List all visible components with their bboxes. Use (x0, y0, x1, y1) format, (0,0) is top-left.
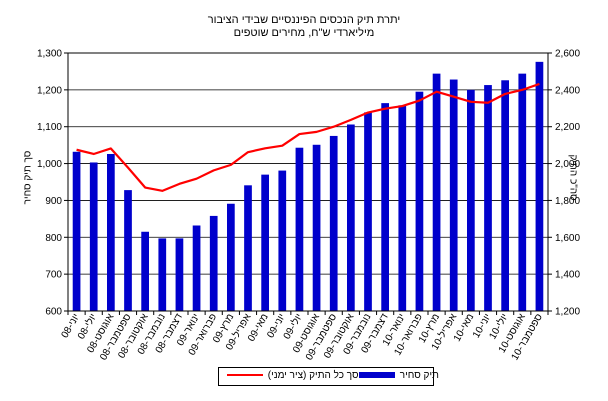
bar (209, 215, 218, 311)
bar (415, 91, 424, 311)
chart-subtitle: מיליארדי ש"ח, מחירים שוטפים (233, 27, 375, 39)
y-right-tick-label: 1,600 (555, 233, 580, 244)
y-right-tick-label: 1,200 (555, 307, 580, 318)
bar (124, 190, 132, 311)
bar (347, 124, 355, 311)
y-right-tick-label: 1,400 (555, 270, 580, 281)
legend-line-swatch (227, 374, 263, 377)
bar (89, 162, 98, 311)
bar (535, 61, 544, 311)
bar (244, 185, 252, 311)
bar (518, 73, 527, 311)
y-left-tick-label: 1,000 (37, 159, 62, 170)
bar (432, 73, 441, 311)
bar (261, 174, 269, 311)
bar (449, 79, 458, 311)
legend-bar-swatch (359, 372, 395, 379)
y-left-tick-label: 600 (45, 307, 62, 318)
bar (72, 151, 81, 311)
y-left-tick-label: 900 (45, 196, 62, 207)
legend-label-tradable: תיק סחיר (399, 370, 439, 381)
y-left-tick-label: 1,100 (37, 122, 62, 133)
bar (295, 147, 304, 311)
total-portfolio-line (76, 82, 540, 192)
bar (501, 80, 509, 311)
bar (227, 203, 235, 311)
bar (158, 238, 167, 311)
bar (141, 231, 149, 311)
bar (467, 89, 475, 311)
y-right-tick-label: 2,600 (555, 49, 580, 60)
bar (192, 225, 201, 311)
legend-item-tradable: תיק סחיר (357, 370, 439, 381)
bar (278, 170, 287, 311)
y-axis-left-title: סך תיק סחיר (22, 150, 34, 205)
chart-title: יתרת תיק הנכסים הפיננסיים שבידי הציבור (207, 14, 401, 26)
bar (329, 135, 338, 311)
y-left-tick-label: 1,300 (37, 49, 62, 60)
bar (484, 85, 492, 312)
y-left-tick-label: 700 (45, 270, 62, 281)
bar (107, 153, 115, 311)
bar (398, 105, 407, 311)
bar (175, 238, 184, 311)
bar (364, 112, 372, 311)
chart-legend: סך כל התיק (ציר ימני) תיק סחיר (218, 367, 439, 386)
y-right-tick-label: 1,800 (555, 196, 580, 207)
y-right-tick-label: 2,400 (555, 85, 580, 96)
y-axis-right-title: סה"כ התיק (567, 154, 579, 201)
y-left-tick-label: 1,200 (37, 85, 62, 96)
y-right-tick-label: 2,200 (555, 122, 580, 133)
y-left-tick-label: 800 (45, 233, 62, 244)
legend-item-total: סך כל התיק (ציר ימני) (225, 370, 359, 381)
legend-label-total: סך כל התיק (ציר ימני) (267, 370, 359, 381)
bar (312, 144, 321, 311)
y-right-tick-label: 2,000 (555, 159, 580, 170)
bar (381, 103, 389, 311)
